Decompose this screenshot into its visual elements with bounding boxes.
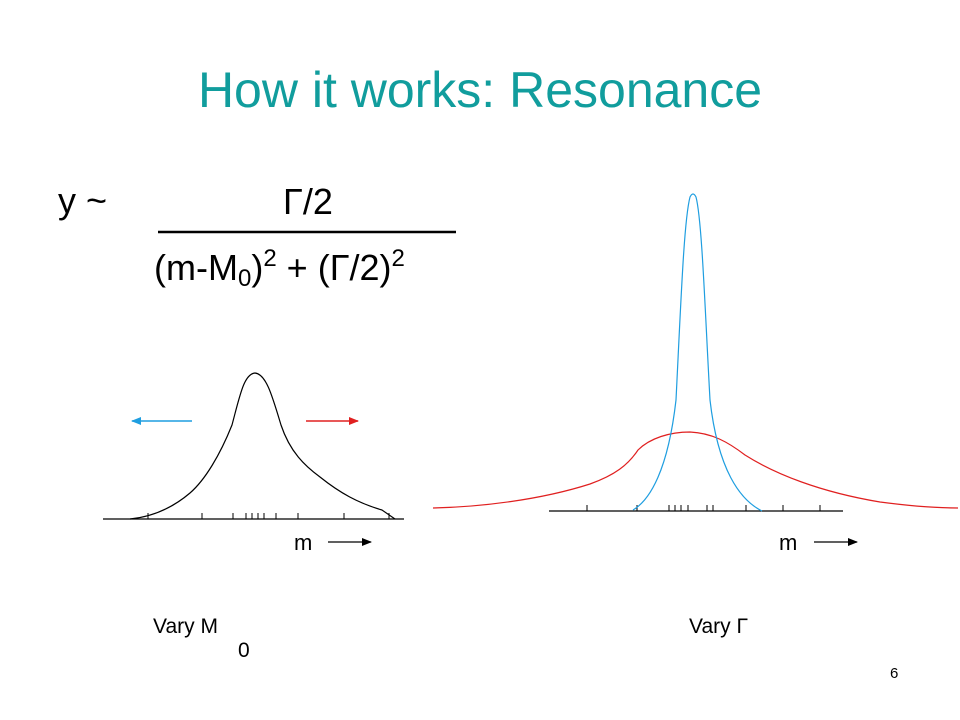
den-mid: ) (251, 247, 264, 288)
left-resonance-curve (129, 372, 396, 520)
den-sub: 0 (237, 265, 252, 292)
den-open: (m-M (154, 247, 238, 288)
page-number: 6 (890, 665, 899, 682)
den-sup1: 2 (263, 245, 277, 272)
den-plus: + (Γ/2) (276, 247, 392, 288)
formula-numerator: Γ/2 (283, 181, 333, 222)
formula-lhs: y ~ (58, 180, 108, 221)
slide-title: How it works: Resonance (197, 62, 763, 118)
left-axis-label: m (294, 530, 313, 555)
left-caption: Vary M (153, 615, 218, 638)
den-sup2: 2 (391, 245, 405, 272)
left-caption-subscript: 0 (238, 639, 250, 662)
right-caption: Vary Γ (689, 615, 749, 638)
narrow-resonance-curve-blue (632, 193, 763, 512)
right-axis-label: m (779, 530, 798, 555)
formula-denominator: (m-M0)2 + (Γ/2)2 (154, 245, 405, 292)
wide-resonance-curve-red (432, 431, 959, 509)
left-axis-ticks (147, 513, 390, 519)
right-axis-ticks (586, 505, 821, 511)
